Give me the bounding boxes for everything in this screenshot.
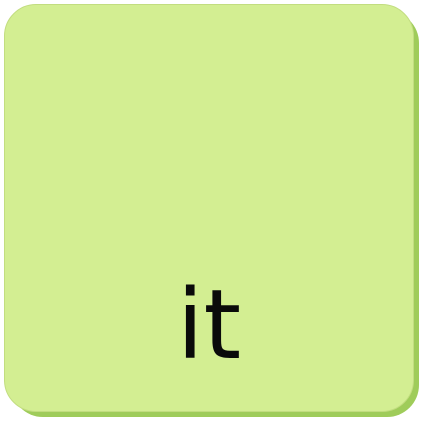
tile-word: it (176, 269, 242, 381)
word-tile[interactable]: it (4, 4, 414, 412)
